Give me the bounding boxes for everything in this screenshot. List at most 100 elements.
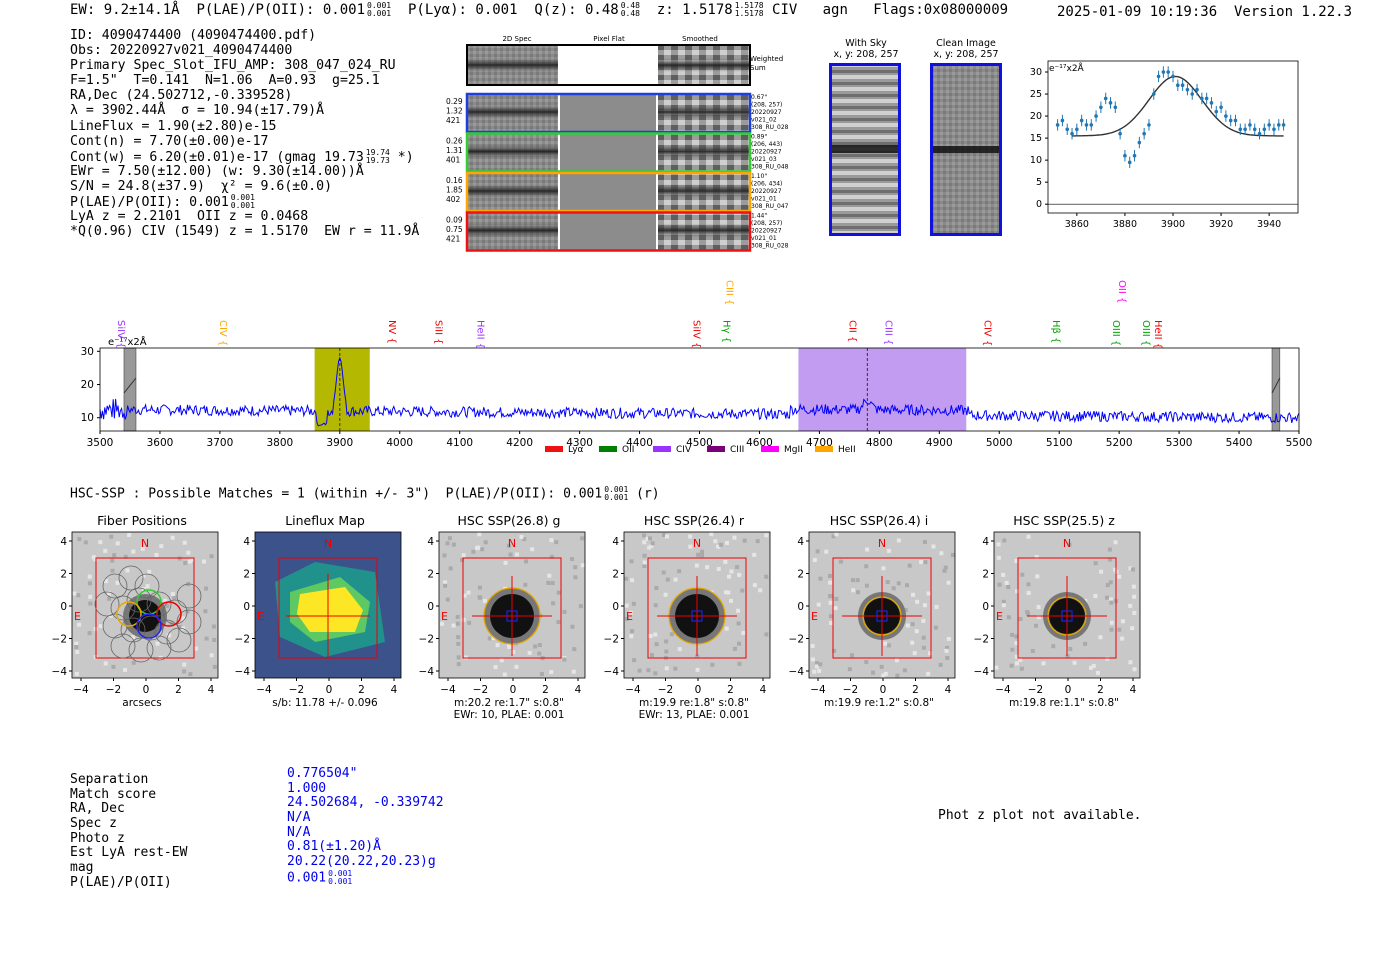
noise-pixel	[911, 592, 916, 597]
noise-pixel	[653, 603, 658, 608]
noise-pixel	[1010, 647, 1015, 652]
line-label-7: CIII {	[723, 280, 734, 305]
noise-pixel	[106, 591, 111, 596]
noise-pixel	[123, 667, 128, 672]
zoom-ytick-label: 0	[1036, 199, 1042, 210]
cutout-caption-line1: arcsecs	[122, 697, 162, 709]
lineflux-peak	[297, 587, 363, 632]
line-label-text: HeII {	[475, 320, 486, 349]
plae-info-sub: 0.001	[230, 201, 255, 211]
fiber-red	[156, 601, 182, 627]
noise-pixel	[1105, 583, 1110, 588]
noise-pixel	[933, 625, 938, 630]
line-label-text: CIII {	[723, 280, 734, 305]
noise-pixel	[1034, 623, 1039, 628]
spec-row-left-2-2: 402	[446, 195, 461, 204]
noise-pixel	[1132, 594, 1137, 599]
noise-pixel	[1108, 580, 1113, 585]
value-plae-text: 0.001	[287, 870, 327, 886]
noise-pixel	[737, 661, 742, 666]
noise-pixel	[713, 539, 718, 544]
cutout-xtick-label: 4	[575, 684, 582, 696]
zoom-point	[1108, 101, 1113, 105]
noise-pixel	[1026, 611, 1031, 616]
cutout-ytick-label: 2	[427, 569, 434, 581]
contw-post: *)	[389, 149, 414, 165]
aperture-box	[462, 557, 562, 659]
fiber-circle	[110, 633, 136, 659]
noise-pixel	[1014, 661, 1019, 666]
value-plae-sub: 0.001	[328, 876, 353, 886]
weighted-sum-row: Weighted Sum	[466, 44, 783, 86]
noise-pixel	[764, 533, 769, 538]
noise-pixel	[477, 595, 482, 600]
noise-pixel	[831, 534, 836, 539]
noise-pixel	[519, 534, 524, 539]
noise-pixel	[125, 568, 130, 573]
cutout-ytick-label: 0	[797, 601, 804, 613]
noise-pixel	[123, 554, 128, 559]
noise-pixel	[514, 664, 519, 669]
legend-swatch-4	[761, 446, 779, 452]
zoom-point	[1281, 123, 1286, 127]
noise-pixel	[76, 593, 81, 598]
noise-pixel	[1018, 617, 1023, 622]
cutout-ytick-label: 0	[243, 601, 250, 613]
cutout-caption-2: m:20.2 re:1.7" s:0.8" EWr: 10, PLAE: 0.00…	[419, 697, 599, 721]
label-match-score: Match score	[70, 786, 157, 802]
noise-pixel	[815, 664, 820, 669]
cutout-xtick-label: −2	[1028, 684, 1043, 696]
noise-pixel	[578, 604, 583, 609]
label-photo-z: Photo z	[70, 830, 125, 846]
spec-xtick-label: 4000	[386, 437, 413, 449]
spec-row-right-2-3: v021_01	[751, 196, 777, 203]
noise-pixel	[673, 666, 678, 671]
noise-pixel	[573, 575, 578, 580]
line-id: CIV	[772, 2, 798, 18]
noise-pixel	[709, 532, 714, 537]
east-label: E	[626, 610, 633, 623]
noise-pixel	[716, 566, 721, 571]
noise-pixel	[1131, 584, 1136, 589]
spec-xtick-label: 4900	[926, 437, 953, 449]
noise-pixel	[764, 574, 769, 579]
zoom-point	[1262, 127, 1267, 132]
noise-pixel	[864, 564, 869, 569]
zoom-point	[1118, 131, 1122, 136]
noise-pixel	[736, 621, 741, 626]
line-label-10: CIV {	[981, 320, 992, 346]
noise-pixel	[828, 580, 833, 585]
noise-pixel	[110, 558, 115, 563]
noise-pixel	[1107, 547, 1112, 552]
noise-pixel	[818, 576, 823, 581]
noise-pixel	[1068, 646, 1073, 651]
noise-pixel	[886, 548, 891, 553]
cutout-caption-line1: s/b: 11.78 +/- 0.096	[272, 697, 378, 709]
noise-pixel	[523, 582, 528, 587]
noise-pixel	[719, 542, 724, 547]
cutout-xtick-label: 0	[326, 684, 333, 696]
zoom-point	[1103, 96, 1108, 101]
info-lineflux: LineFlux = 1.90(±2.80)e-15	[70, 118, 277, 134]
info-id: ID: 4090474400 (4090474400.pdf)	[70, 28, 317, 43]
noise-pixel	[669, 632, 674, 637]
cutout-frame	[254, 531, 402, 679]
noise-pixel	[451, 623, 456, 628]
noise-pixel	[828, 614, 833, 619]
info-radec: RA,Dec (24.502712,-0.339528)	[70, 88, 293, 104]
spec-xtick-label: 3500	[87, 437, 114, 449]
noise-pixel	[202, 559, 207, 564]
noise-pixel	[881, 566, 886, 571]
spec-row-right-1-4: 308_RU_048	[751, 164, 789, 171]
spec-row-flat-1	[560, 133, 656, 172]
hsc-sub: 0.001	[604, 493, 629, 502]
line-label-text: CIV {	[981, 320, 992, 346]
spec-row-smooth-band-1	[658, 144, 750, 159]
spec-row-right-0-0: 0.67"	[751, 94, 767, 101]
noise-pixel	[188, 672, 193, 677]
noise-pixel	[817, 668, 822, 673]
noise-pixel	[1019, 666, 1024, 671]
zoom-point	[1113, 105, 1118, 110]
noise-pixel	[182, 662, 187, 667]
noise-pixel	[642, 563, 647, 568]
